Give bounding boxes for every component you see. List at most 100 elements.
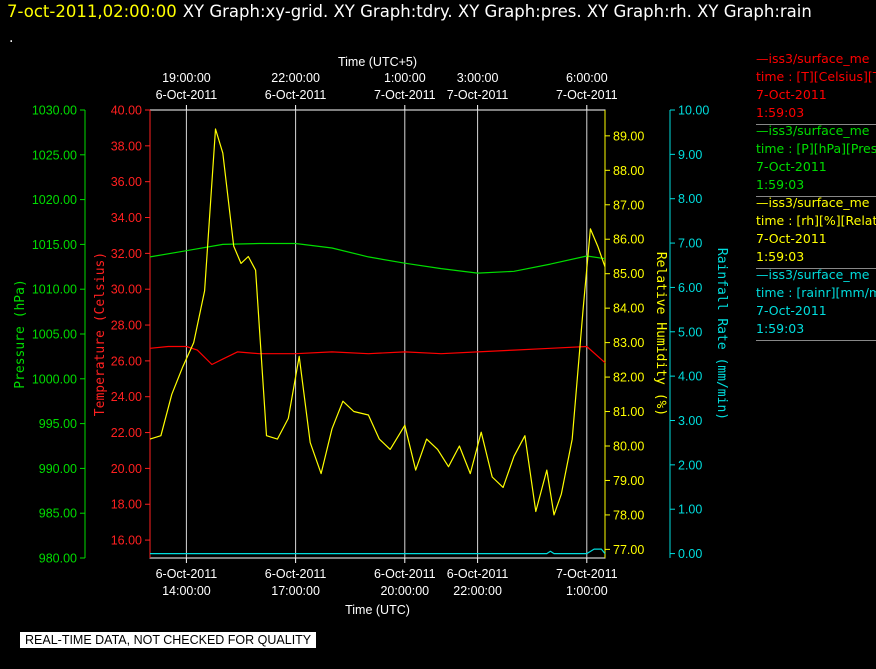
legend-divider	[756, 268, 876, 269]
y-axis-title-pres: Pressure (hPa)	[13, 279, 28, 389]
y-tick-label-pres: 1010.00	[32, 283, 77, 297]
legend-entry-text: time : [P][hPa][Pres	[756, 141, 876, 156]
legend-entry-text: —iss3/surface_me	[756, 51, 870, 66]
y-tick-label-rain: 0.00	[678, 547, 702, 561]
x-tick-label-bottom-time: 14:00:00	[162, 584, 211, 598]
header-datetime: 7-oct-2011,02:00:00	[7, 2, 177, 21]
header-bar: 7-oct-2011,02:00:00 XY Graph:xy-grid. XY …	[7, 2, 812, 21]
x-tick-label-top-time: 1:00:00	[384, 71, 426, 85]
x-tick-label-bottom-date: 6-Oct-2011	[265, 567, 327, 581]
x-tick-label-top-date: 7-Oct-2011	[556, 88, 618, 102]
x-tick-label-top-time: 6:00:00	[566, 71, 608, 85]
legend-entry-text: —iss3/surface_me	[756, 195, 870, 210]
y-tick-label-temp: 24.00	[111, 390, 142, 404]
y-axis-title-temp: Temperature (Celsius)	[93, 252, 108, 416]
x-tick-label-bottom-date: 6-Oct-2011	[156, 567, 218, 581]
y-tick-label-temp: 34.00	[111, 211, 142, 225]
series-line-temp	[149, 345, 606, 366]
x-axis-title-top: Time (UTC+5)	[338, 55, 417, 69]
legend-entry-text: time : [rainr][mm/mi	[756, 285, 876, 300]
x-tick-label-bottom-date: 6-Oct-2011	[374, 567, 436, 581]
y-tick-label-rain: 8.00	[678, 192, 702, 206]
y-tick-label-rh: 88.00	[613, 164, 644, 178]
x-tick-label-top-time: 3:00:00	[457, 71, 499, 85]
y-tick-label-temp: 28.00	[111, 319, 142, 333]
legend-entry-text: 7-Oct-2011	[756, 159, 827, 174]
y-tick-label-temp: 20.00	[111, 462, 142, 476]
legend-entry-text: 1:59:03	[756, 177, 805, 192]
x-tick-label-bottom-date: 6-Oct-2011	[447, 567, 509, 581]
legend-entry-text: 1:59:03	[756, 105, 805, 120]
legend-entry-text: —iss3/surface_me	[756, 123, 870, 138]
y-tick-label-rh: 87.00	[613, 198, 644, 212]
legend-entry-text: time : [rh][%][Relati	[756, 213, 876, 228]
y-tick-label-rain: 9.00	[678, 148, 702, 162]
y-tick-label-rh: 80.00	[613, 440, 644, 454]
y-tick-label-rain: 1.00	[678, 503, 702, 517]
quality-notice: REAL-TIME DATA, NOT CHECKED FOR QUALITY	[20, 632, 317, 648]
y-tick-label-pres: 1030.00	[32, 104, 77, 118]
y-tick-label-pres: 1000.00	[32, 372, 77, 386]
y-tick-label-temp: 36.00	[111, 175, 142, 189]
series-line-pres	[149, 242, 606, 274]
y-tick-label-rain: 2.00	[678, 458, 702, 472]
x-tick-label-top-date: 6-Oct-2011	[156, 88, 218, 102]
y-tick-label-temp: 26.00	[111, 354, 142, 368]
series-line-rain	[150, 548, 606, 555]
y-tick-label-pres: 980.00	[39, 552, 77, 566]
y-tick-label-temp: 22.00	[111, 426, 142, 440]
y-tick-label-rain: 5.00	[678, 325, 702, 339]
legend-entry-text: 7-Oct-2011	[756, 87, 827, 102]
y-tick-label-rain: 3.00	[678, 414, 702, 428]
legend-entry-text: time : [T][Celsius][T	[756, 69, 876, 84]
legend-entry-text: —iss3/surface_me	[756, 267, 870, 282]
y-tick-label-pres: 985.00	[39, 507, 77, 521]
y-tick-label-temp: 32.00	[111, 247, 142, 261]
x-tick-label-bottom-date: 7-Oct-2011	[556, 567, 618, 581]
y-tick-label-pres: 1015.00	[32, 238, 77, 252]
legend-entry-text: 7-Oct-2011	[756, 303, 827, 318]
legend-divider	[756, 196, 876, 197]
x-tick-label-top-date: 6-Oct-2011	[265, 88, 327, 102]
y-tick-label-rain: 7.00	[678, 237, 702, 251]
series-line-rh	[149, 128, 606, 516]
y-tick-label-pres: 995.00	[39, 417, 77, 431]
y-tick-label-rh: 81.00	[613, 405, 644, 419]
y-tick-label-rain: 6.00	[678, 281, 702, 295]
legend-entry-text: 1:59:03	[756, 321, 805, 336]
legend-entry-text: 7-Oct-2011	[756, 231, 827, 246]
x-tick-label-top-date: 7-Oct-2011	[374, 88, 436, 102]
y-axis-title-rh: Relative Humidity (%)	[653, 252, 668, 416]
y-tick-label-rh: 86.00	[613, 233, 644, 247]
y-tick-label-pres: 1005.00	[32, 328, 77, 342]
plot-frame	[149, 109, 606, 559]
y-tick-label-rh: 82.00	[613, 371, 644, 385]
x-tick-label-bottom-time: 22:00:00	[453, 584, 502, 598]
legend-entry-text: 1:59:03	[756, 249, 805, 264]
y-tick-label-pres: 1025.00	[32, 148, 77, 162]
x-tick-label-bottom-time: 17:00:00	[271, 584, 320, 598]
y-tick-label-temp: 38.00	[111, 139, 142, 153]
x-tick-label-top-time: 19:00:00	[162, 71, 211, 85]
x-tick-label-top-time: 22:00:00	[271, 71, 320, 85]
y-tick-label-temp: 30.00	[111, 283, 142, 297]
y-tick-label-rh: 84.00	[613, 302, 644, 316]
y-tick-label-pres: 990.00	[39, 462, 77, 476]
y-tick-label-rh: 83.00	[613, 336, 644, 350]
x-axis-title-bottom: Time (UTC)	[345, 603, 410, 617]
x-tick-label-bottom-time: 1:00:00	[566, 584, 608, 598]
y-tick-label-pres: 1020.00	[32, 193, 77, 207]
y-tick-label-rain: 10.00	[678, 104, 709, 118]
x-tick-label-top-date: 7-Oct-2011	[447, 88, 509, 102]
legend-divider	[756, 124, 876, 125]
header-graph-titles: XY Graph:xy-grid. XY Graph:tdry. XY Grap…	[182, 2, 812, 21]
y-tick-label-temp: 18.00	[111, 498, 142, 512]
y-tick-label-temp: 16.00	[111, 534, 142, 548]
y-tick-label-rh: 89.00	[613, 129, 644, 143]
y-tick-label-rh: 78.00	[613, 508, 644, 522]
